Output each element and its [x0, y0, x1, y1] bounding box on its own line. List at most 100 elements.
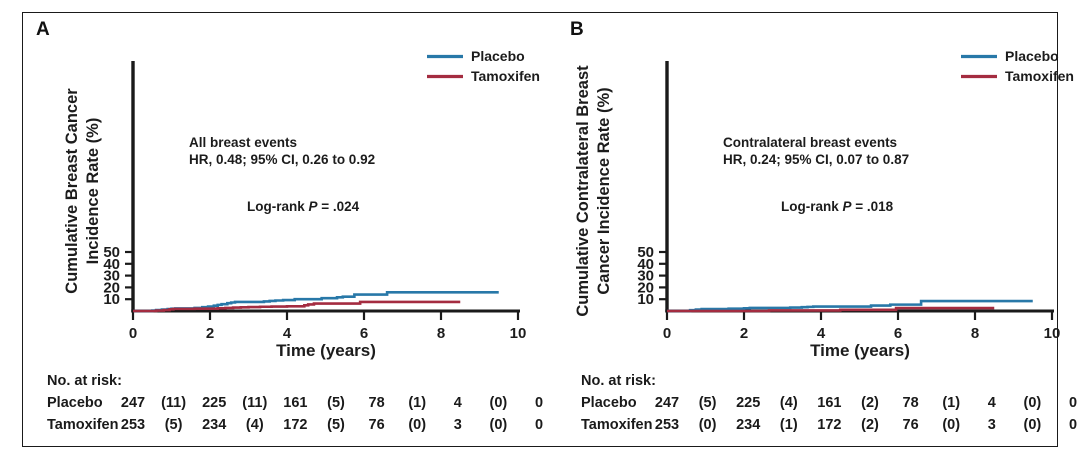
risk-value: 161	[283, 395, 308, 411]
panel-a-risk-row-tamoxifen-name: Tamoxifen	[47, 417, 119, 433]
panel-b-risk-row-tamoxifen-name: Tamoxifen	[581, 417, 653, 433]
risk-value: 0	[1068, 417, 1078, 433]
risk-value: (5)	[164, 417, 183, 433]
risk-value: 172	[817, 417, 842, 433]
risk-value: (0)	[1023, 417, 1042, 433]
panel-b-logrank-p: P	[842, 199, 852, 214]
x-tick-label: 4	[817, 325, 826, 342]
x-tick-label: 0	[663, 325, 671, 342]
y-tick-label: 50	[637, 244, 654, 261]
y-tick-label: 10	[103, 291, 120, 308]
panel-a-annotation: All breast events HR, 0.48; 95% CI, 0.26…	[189, 134, 375, 168]
risk-value: 253	[120, 417, 146, 433]
x-tick-label: 8	[437, 325, 445, 342]
y-tick-label: 20	[103, 279, 120, 296]
risk-value: 0	[534, 417, 544, 433]
panel-a-label: A	[36, 19, 50, 40]
x-tick-label: 8	[971, 325, 979, 342]
panel-b: B 10 20 30 40 50 0 2 4 6 8 10 Placebo Tamoxifen Cumu…	[557, 13, 1077, 447]
risk-value: 76	[902, 417, 919, 433]
risk-value: (1)	[779, 417, 798, 433]
curve-tamoxifen	[667, 306, 995, 313]
panel-a-risk-row-placebo-name: Placebo	[47, 395, 103, 411]
panel-a-y-axis-title: Cumulative Breast Cancer Incidence Rate …	[62, 31, 104, 351]
x-tick-label: 2	[206, 325, 214, 342]
y-tick-label: 50	[103, 244, 120, 261]
panel-a-risk-row-tamoxifen: Tamoxifen 253 (5) 234 (4) 172 (5) 76 (0) 3 (0) 0	[23, 417, 543, 434]
risk-value: (0)	[942, 417, 961, 433]
risk-value: 247	[654, 395, 680, 411]
panel-a-logrank-value: = .024	[317, 199, 360, 214]
panel-b-annotation-line2: HR, 0.24; 95% CI, 0.07 to 0.87	[723, 152, 910, 167]
panel-a-annotation-line1: All breast events	[189, 135, 298, 150]
panel-a-y-axis-title-line1: Cumulative Breast Cancer	[63, 88, 81, 294]
panel-b-y-axis-title-line2: Cancer Incidence Rate (%)	[595, 87, 613, 295]
curve-tamoxifen	[133, 300, 461, 313]
x-tick-label: 2	[740, 325, 748, 342]
risk-value: 76	[368, 417, 385, 433]
panel-b-logrank: Log-rank P = .018	[781, 199, 893, 214]
y-tick-label: 30	[637, 268, 654, 285]
risk-value: (5)	[698, 395, 717, 411]
panel-b-logrank-value: = .018	[851, 199, 894, 214]
panel-b-y-axis-title: Cumulative Contralateral Breast Cancer I…	[573, 31, 615, 351]
risk-value: 4	[987, 395, 996, 411]
risk-value: (5)	[327, 417, 345, 433]
panel-b-risk-row-placebo-name: Placebo	[581, 395, 637, 411]
x-tick-label: 10	[510, 325, 527, 342]
legend-label-tamoxifen: Tamoxifen	[1005, 68, 1074, 84]
risk-value: (0)	[408, 417, 427, 433]
risk-value: 172	[283, 417, 308, 433]
risk-value: 225	[202, 395, 227, 411]
panel-a: A 10 20 30 40 50 0 2 4 6 8 10 Placebo Tamoxifen Cumu…	[23, 13, 543, 447]
risk-value: (4)	[779, 395, 798, 411]
panel-b-logrank-prefix: Log-rank	[781, 199, 843, 214]
x-tick-label: 10	[1044, 325, 1061, 342]
panel-b-label: B	[570, 19, 584, 40]
figure-border	[22, 12, 1058, 447]
risk-value: 161	[817, 395, 842, 411]
panel-b-y-axis-title-line1: Cumulative Contralateral Breast	[574, 65, 592, 317]
risk-value: 225	[736, 395, 761, 411]
risk-value: (1)	[408, 395, 427, 411]
risk-value: 234	[736, 417, 761, 433]
risk-value: 3	[987, 417, 996, 433]
panel-a-logrank: Log-rank P = .024	[247, 199, 359, 214]
risk-value: (11)	[242, 395, 268, 411]
risk-value: (4)	[245, 417, 264, 433]
risk-value: (2)	[861, 417, 879, 433]
risk-value: (0)	[698, 417, 717, 433]
legend-label-tamoxifen: Tamoxifen	[471, 68, 540, 84]
risk-value: (0)	[489, 417, 508, 433]
risk-value: 247	[120, 395, 146, 411]
y-tick-label: 40	[637, 256, 654, 273]
risk-value: 253	[654, 417, 680, 433]
risk-value: (5)	[327, 395, 345, 411]
y-tick-label: 10	[637, 291, 654, 308]
curve-placebo	[667, 299, 1033, 313]
panel-a-x-axis-title: Time (years)	[276, 341, 376, 360]
x-tick-label: 6	[360, 325, 368, 342]
panel-a-risk-row-placebo: Placebo 247 (11) 225 (11) 161 (5) 78 (1) 4 (0) 0	[23, 395, 543, 412]
panel-a-logrank-prefix: Log-rank	[247, 199, 309, 214]
panel-a-annotation-line2: HR, 0.48; 95% CI, 0.26 to 0.92	[189, 152, 376, 167]
risk-value: 4	[453, 395, 462, 411]
panel-a-risk-header: No. at risk:	[47, 373, 122, 389]
x-tick-label: 4	[283, 325, 292, 342]
y-tick-label: 20	[637, 279, 654, 296]
panel-b-x-axis-title: Time (years)	[810, 341, 910, 360]
x-tick-label: 6	[894, 325, 902, 342]
y-tick-label: 30	[103, 268, 120, 285]
panel-b-risk-header: No. at risk:	[581, 373, 656, 389]
risk-value: (0)	[1023, 395, 1042, 411]
risk-value: (0)	[489, 395, 508, 411]
legend-label-placebo: Placebo	[471, 48, 525, 64]
risk-value: (11)	[161, 395, 187, 411]
legend-label-placebo: Placebo	[1005, 48, 1059, 64]
panel-b-annotation: Contralateral breast events HR, 0.24; 95…	[723, 134, 909, 168]
risk-value: 3	[453, 417, 462, 433]
risk-value: (2)	[861, 395, 879, 411]
